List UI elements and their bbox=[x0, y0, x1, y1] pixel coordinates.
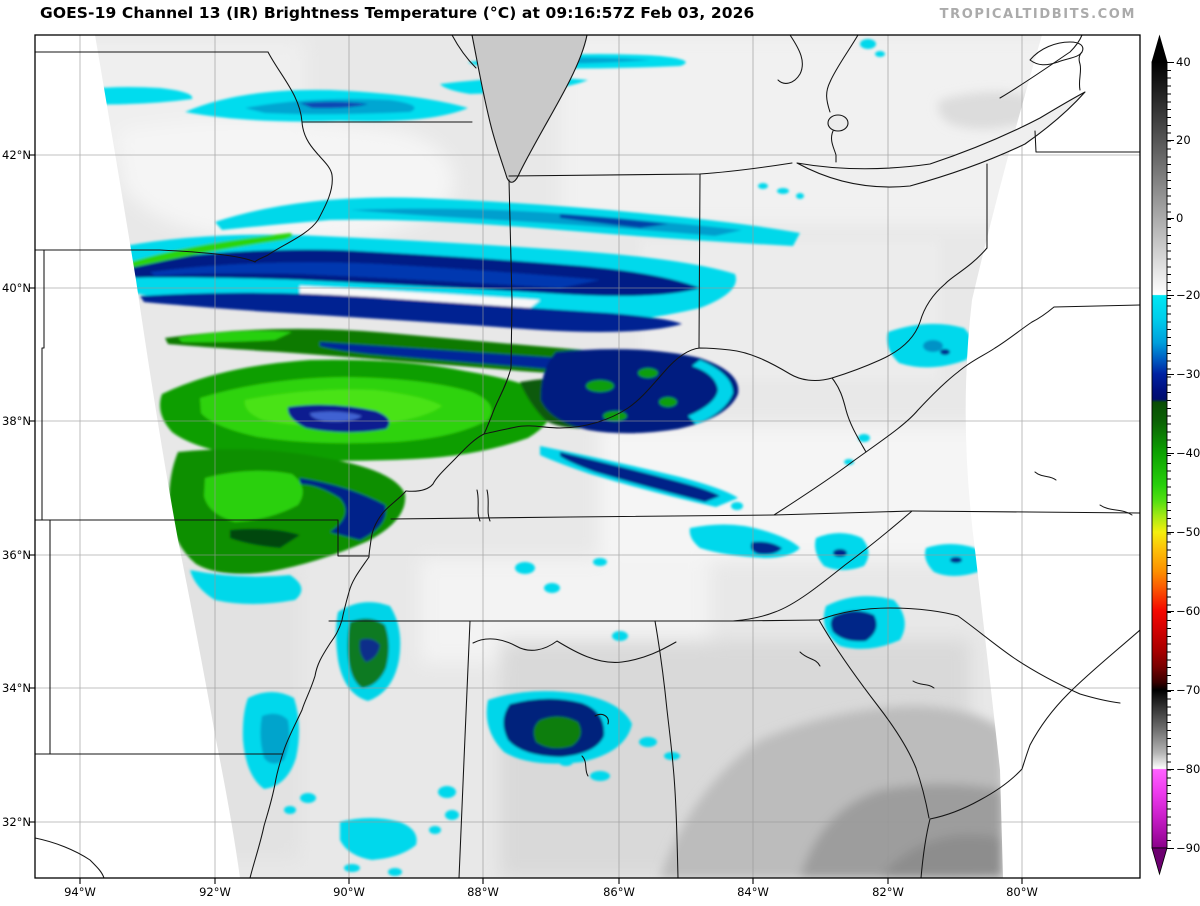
colorbar-tick bbox=[1167, 218, 1174, 220]
colorbar-tick bbox=[1167, 769, 1174, 771]
lake-michigan bbox=[471, 35, 588, 183]
lat-label: 40°N bbox=[2, 281, 31, 295]
colorbar-label: −90 bbox=[1176, 841, 1200, 855]
lat-label: 34°N bbox=[2, 681, 31, 695]
image-title: GOES-19 Channel 13 (IR) Brightness Tempe… bbox=[40, 4, 755, 22]
colorbar-label: −80 bbox=[1176, 762, 1200, 776]
colorbar-tick bbox=[1167, 140, 1174, 142]
no-data-wedge-left bbox=[35, 35, 240, 878]
colorbar-label: −20 bbox=[1176, 288, 1200, 302]
lat-label: 38°N bbox=[2, 414, 31, 428]
colorbar-label: 20 bbox=[1176, 133, 1191, 147]
great-lakes bbox=[471, 35, 1086, 188]
colorbar-label: −60 bbox=[1176, 604, 1200, 618]
lon-label: 84°W bbox=[737, 885, 769, 899]
axis-ticks bbox=[29, 154, 1023, 884]
colorbar-tick bbox=[1167, 690, 1174, 692]
colorbar-label: 0 bbox=[1176, 211, 1184, 225]
lon-label: 88°W bbox=[467, 885, 499, 899]
lon-label: 86°W bbox=[603, 885, 635, 899]
lat-label: 32°N bbox=[2, 815, 31, 829]
state-borders bbox=[35, 35, 1140, 878]
colorbar-tick bbox=[1167, 62, 1174, 64]
colorbar-label: −70 bbox=[1176, 683, 1200, 697]
lon-label: 92°W bbox=[199, 885, 231, 899]
lake-st-clair bbox=[827, 114, 849, 132]
colorbar-label: −40 bbox=[1176, 446, 1200, 460]
colorbar-tick bbox=[1167, 295, 1174, 297]
lat-label: 36°N bbox=[2, 548, 31, 562]
lon-label: 94°W bbox=[64, 885, 96, 899]
colorbar-tick bbox=[1167, 848, 1174, 850]
tropicaltidbits-watermark: TROPICALTIDBITS.COM bbox=[939, 7, 1136, 22]
colorbar-minor-ticks bbox=[1167, 62, 1171, 848]
colorbar-label: −50 bbox=[1176, 525, 1200, 539]
colorbar-tick bbox=[1167, 374, 1174, 376]
plot-border bbox=[34, 34, 1141, 879]
colorbar-arrow-down bbox=[1151, 847, 1168, 876]
colorbar-tick bbox=[1167, 453, 1174, 455]
colorbar-label: 40 bbox=[1176, 55, 1191, 69]
lat-label: 42°N bbox=[2, 148, 31, 162]
lake-erie bbox=[796, 91, 1086, 188]
colorbar-arrow-up bbox=[1151, 34, 1168, 63]
lon-label: 80°W bbox=[1006, 885, 1038, 899]
colorbar-gradient bbox=[1151, 61, 1168, 849]
lon-label: 82°W bbox=[872, 885, 904, 899]
colorbar-tick bbox=[1167, 532, 1174, 534]
colorbar-label: −30 bbox=[1176, 367, 1200, 381]
gridlines bbox=[35, 35, 1140, 878]
colorbar-tick bbox=[1167, 611, 1174, 613]
lon-label: 90°W bbox=[333, 885, 365, 899]
